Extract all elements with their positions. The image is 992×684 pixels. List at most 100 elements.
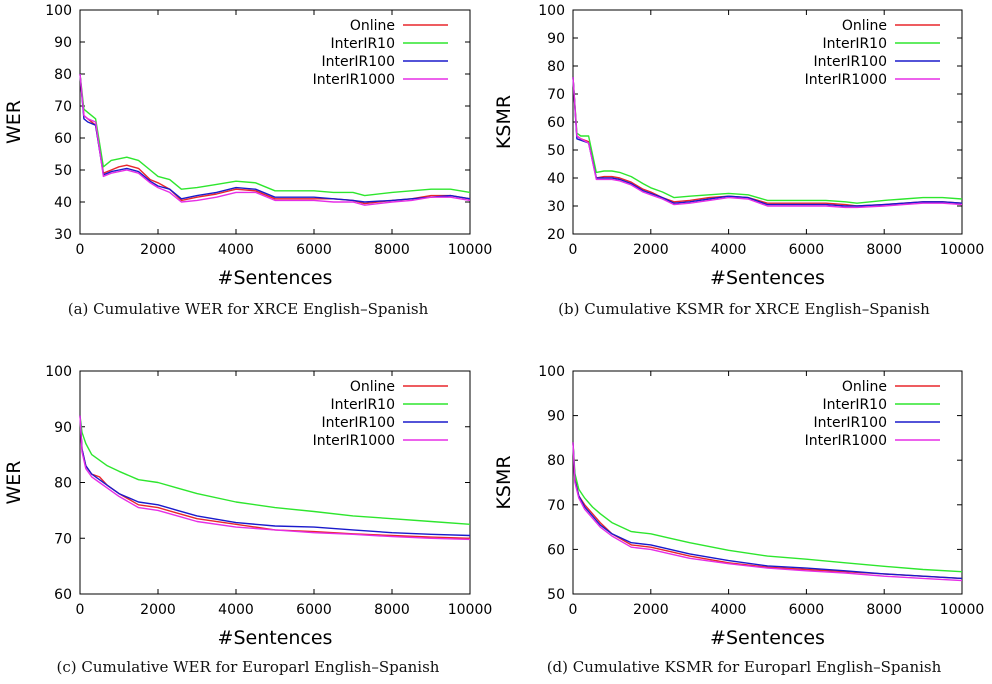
series-line-interir1000-a — [79, 73, 471, 206]
chart-panel-c: 60 70 80 90 100 0 2000 4000 6000 8000 10000 #Senten… — [0, 342, 496, 684]
ytick-label-b: 70 — [547, 87, 565, 103]
xtick-label-a: 0 — [76, 242, 85, 258]
xtick-label-b: 2000 — [633, 242, 669, 258]
ytick-label-b: 50 — [547, 143, 565, 159]
series-line-interir1000-c — [79, 415, 471, 541]
xtick-label-d: 8000 — [866, 602, 902, 618]
legend-label-interir1000-d: InterIR1000 — [805, 433, 887, 449]
ytick-label-c: 80 — [54, 476, 72, 492]
chart-svg-d: 50 60 70 80 90 100 0 2000 4000 6000 8000 10000 #Sent… — [496, 364, 985, 649]
ytick-label-d: 50 — [547, 587, 565, 603]
chart-panel-b: 20 30 40 50 60 70 80 90 100 0 2000 4000 6000 8000 1000… — [496, 0, 992, 342]
plot-frame-a — [79, 9, 471, 235]
ytick-label-c: 60 — [54, 587, 72, 603]
legend-label-interir1000-a: InterIR1000 — [313, 72, 395, 88]
xtick-label-d: 0 — [569, 602, 578, 618]
series-line-interir10-a — [79, 73, 471, 197]
legend-label-online-c: Online — [350, 379, 395, 395]
xtick-label-d: 6000 — [789, 602, 825, 618]
series-line-online-a — [79, 73, 471, 205]
legend-label-online-b: Online — [842, 18, 887, 34]
ytick-label-c: 90 — [54, 420, 72, 436]
legend-label-interir10-a: InterIR10 — [330, 36, 395, 52]
y-axis-label-a: WER — [3, 100, 25, 144]
series-line-interir1000-d — [572, 442, 963, 582]
ytick-label-c: 100 — [45, 364, 72, 380]
ytick-label-d: 90 — [547, 409, 565, 425]
ytick-label-a: 40 — [54, 195, 72, 211]
ytick-label-b: 40 — [547, 171, 565, 187]
chart-svg-a: 30 40 50 60 70 80 90 100 0 2000 4000 6000 8000 10000 #… — [3, 3, 493, 289]
legend-label-online-a: Online — [350, 18, 395, 34]
series-line-interir100-c — [79, 415, 471, 537]
ytick-label-d: 100 — [538, 364, 565, 380]
chart-svg-c: 60 70 80 90 100 0 2000 4000 6000 8000 10000 #Senten… — [3, 364, 493, 649]
y-axis-label-c: WER — [3, 461, 25, 505]
y-axis-label-d: KSMR — [496, 455, 515, 509]
legend-label-interir1000-b: InterIR1000 — [805, 72, 887, 88]
chart-caption-b: (b) Cumulative KSMR for XRCE English–Spa… — [558, 300, 930, 318]
xtick-label-c: 8000 — [374, 602, 410, 618]
series-line-interir100-d — [572, 442, 963, 580]
xtick-label-b: 10000 — [940, 242, 985, 258]
chart-panel-a: 30 40 50 60 70 80 90 100 0 2000 4000 6000 8000 10000 #… — [0, 0, 496, 342]
xtick-label-c: 0 — [76, 602, 85, 618]
ytick-label-a: 60 — [54, 131, 72, 147]
xtick-label-d: 4000 — [711, 602, 747, 618]
xtick-label-d: 10000 — [940, 602, 985, 618]
chart-caption-c: (c) Cumulative WER for Europarl English–… — [56, 658, 440, 676]
x-axis-label-c: #Sentences — [218, 627, 333, 649]
xtick-label-b: 8000 — [866, 242, 902, 258]
xtick-label-a: 10000 — [448, 242, 493, 258]
legend-label-interir10-b: InterIR10 — [822, 36, 887, 52]
xtick-label-c: 4000 — [218, 602, 254, 618]
xtick-label-c: 2000 — [140, 602, 176, 618]
chart-caption-a: (a) Cumulative WER for XRCE English–Span… — [67, 300, 429, 318]
ytick-label-a: 30 — [54, 227, 72, 243]
xtick-label-c: 10000 — [448, 602, 493, 618]
chart-svg-b: 20 30 40 50 60 70 80 90 100 0 2000 4000 6000 8000 1000… — [496, 3, 985, 289]
x-axis-label-d: #Sentences — [710, 627, 825, 649]
legend-label-interir100-a: InterIR100 — [322, 54, 395, 70]
xtick-label-a: 4000 — [218, 242, 254, 258]
series-line-online-d — [572, 442, 963, 580]
ytick-label-a: 50 — [54, 163, 72, 179]
series-line-interir100-b — [572, 77, 963, 207]
xtick-label-b: 4000 — [711, 242, 747, 258]
ytick-label-a: 90 — [54, 35, 72, 51]
legend-label-interir1000-c: InterIR1000 — [313, 433, 395, 449]
xtick-label-a: 8000 — [374, 242, 410, 258]
ytick-label-b: 100 — [538, 3, 565, 19]
series-line-interir1000-b — [572, 77, 963, 209]
ytick-label-a: 80 — [54, 67, 72, 83]
plot-frame-d — [572, 370, 963, 595]
ytick-label-b: 60 — [547, 115, 565, 131]
ytick-label-c: 70 — [54, 531, 72, 547]
xtick-label-a: 2000 — [140, 242, 176, 258]
ytick-label-b: 80 — [547, 59, 565, 75]
series-line-interir10-d — [572, 442, 963, 573]
ytick-label-b: 90 — [547, 31, 565, 47]
y-axis-label-b: KSMR — [496, 95, 515, 149]
ytick-label-b: 30 — [547, 199, 565, 215]
legend-label-interir100-d: InterIR100 — [814, 415, 887, 431]
xtick-label-b: 6000 — [789, 242, 825, 258]
xtick-label-c: 6000 — [296, 602, 332, 618]
x-axis-label-a: #Sentences — [218, 267, 333, 289]
ytick-label-d: 70 — [547, 498, 565, 514]
legend-label-interir100-c: InterIR100 — [322, 415, 395, 431]
xtick-label-d: 2000 — [633, 602, 669, 618]
ytick-label-a: 100 — [45, 3, 72, 19]
ytick-label-a: 70 — [54, 99, 72, 115]
series-line-online-b — [572, 77, 963, 207]
legend-label-interir100-b: InterIR100 — [814, 54, 887, 70]
ytick-label-b: 20 — [547, 227, 565, 243]
legend-label-interir10-c: InterIR10 — [330, 397, 395, 413]
series-line-interir100-a — [79, 73, 471, 203]
x-axis-label-b: #Sentences — [710, 267, 825, 289]
xtick-label-a: 6000 — [296, 242, 332, 258]
xtick-label-b: 0 — [569, 242, 578, 258]
legend-label-interir10-d: InterIR10 — [822, 397, 887, 413]
series-line-interir10-c — [79, 415, 471, 525]
series-line-interir10-b — [572, 77, 963, 204]
